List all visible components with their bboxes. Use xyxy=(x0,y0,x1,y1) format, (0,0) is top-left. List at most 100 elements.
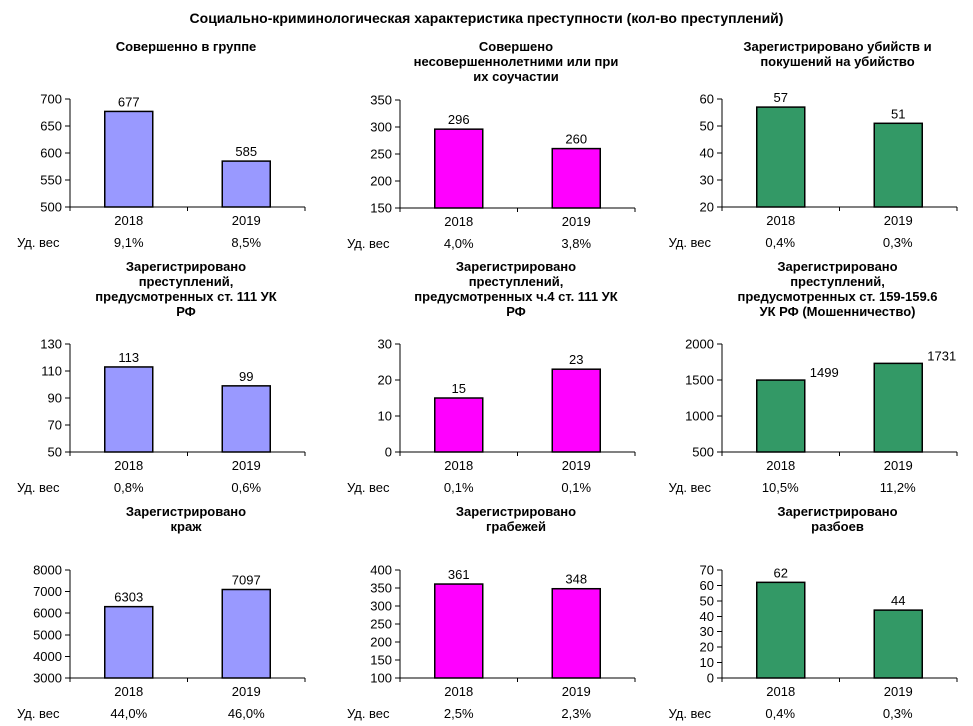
chart-title-line: Зарегистрировано убийств и xyxy=(743,39,932,54)
chart-cell-4: Зарегистрировано преступлений, предусмотре… xyxy=(0,255,330,500)
bar-2019 xyxy=(551,147,601,209)
chart-title: Зарегистрировано преступлений, предусмотре… xyxy=(0,255,330,319)
chart-title: Совершено несовершеннолетними или при их с… xyxy=(330,35,660,84)
ud-ves-value-2019: 46,0% xyxy=(227,706,265,721)
ud-ves-label: Уд. вес xyxy=(17,235,60,250)
y-tick-label: 30 xyxy=(699,624,713,639)
ud-ves-value-2018: 4,0% xyxy=(443,236,474,251)
y-tick-label: 300 xyxy=(370,599,392,614)
ud-ves-row: Уд. вес 4,0% 3,8% xyxy=(345,232,645,255)
ud-ves-value-2018: 9,1% xyxy=(113,235,144,250)
bar-2018 xyxy=(755,581,805,679)
ud-ves-label: Уд. вес xyxy=(17,480,60,495)
x-category-label: 2018 xyxy=(766,458,795,473)
bar-2019 xyxy=(221,588,271,679)
x-category-label: 2019 xyxy=(232,458,261,473)
ud-ves-row: Уд. вес 0,8% 0,6% xyxy=(15,476,315,500)
y-tick-label: 500 xyxy=(40,200,62,215)
ud-ves-value-2018: 10,5% xyxy=(761,480,799,495)
x-category-label: 2018 xyxy=(444,684,473,699)
bar-value-label: 113 xyxy=(118,350,139,365)
ud-ves-value-2019: 0,6% xyxy=(231,480,262,495)
ud-ves-value-2019: 8,5% xyxy=(231,235,262,250)
y-tick-label: 1500 xyxy=(685,373,714,388)
chart-title-line: Зарегистрировано xyxy=(777,259,898,274)
y-tick-label: 10 xyxy=(699,655,713,670)
bar-chart: 2000 1500 1000 500 1499 2018 1731 2019 xyxy=(685,337,957,473)
y-tick-label: 500 xyxy=(692,445,714,460)
ud-ves-value-2019: 11,2% xyxy=(879,480,916,495)
x-category-label: 2019 xyxy=(232,684,261,699)
x-category-label: 2018 xyxy=(766,213,795,228)
ud-ves-row: Уд. вес 10,5% 11,2% xyxy=(667,476,967,500)
chart-cell-2: Совершено несовершеннолетними или при их с… xyxy=(330,35,660,255)
bar-value-label: 62 xyxy=(773,565,787,580)
y-tick-label: 600 xyxy=(40,146,62,161)
bar-2018 xyxy=(104,366,154,453)
y-tick-label: 0 xyxy=(385,445,392,460)
x-category-label: 2019 xyxy=(883,458,912,473)
chart-title-line: преступлений, xyxy=(138,274,234,289)
chart-title-line: их соучастии xyxy=(473,69,559,84)
chart-title-line: грабежей xyxy=(486,519,546,534)
bar-value-label: 57 xyxy=(773,90,787,105)
ud-ves-label: Уд. вес xyxy=(17,706,60,721)
chart-title-line: несовершеннолетними или при xyxy=(413,54,619,69)
ud-ves-label: Уд. вес xyxy=(668,706,712,721)
bar-chart: 60 50 40 30 20 57 2018 51 2019 xyxy=(699,90,957,228)
y-tick-label: 550 xyxy=(40,173,62,188)
x-category-label: 2019 xyxy=(883,213,912,228)
bar-value-label: 44 xyxy=(891,593,905,608)
chart-title: Зарегистрировано преступлений, предусмотре… xyxy=(330,255,660,319)
page-title: Социально-криминологическая характеристи… xyxy=(189,9,784,26)
y-tick-label: 100 xyxy=(370,671,392,686)
bar-value-label: 1499 xyxy=(809,365,838,380)
chart-title-line: Зарегистрировано xyxy=(455,504,577,519)
bar-value-label: 99 xyxy=(239,369,253,384)
chart-title: Совершенно в группе xyxy=(0,35,330,54)
ud-ves-label: Уд. вес xyxy=(347,236,390,251)
y-tick-label: 50 xyxy=(699,593,713,608)
chart-title-line: предусмотренных ст. 159-159.6 xyxy=(737,289,938,304)
y-tick-label: 130 xyxy=(40,337,62,352)
ud-ves-value-2018: 0,4% xyxy=(765,706,796,721)
y-tick-label: 10 xyxy=(378,409,392,424)
bar-2019 xyxy=(873,362,923,453)
y-tick-label: 20 xyxy=(699,640,713,655)
x-category-label: 2018 xyxy=(444,458,473,473)
y-tick-label: 200 xyxy=(370,635,392,650)
bar-2019 xyxy=(873,122,923,208)
y-tick-label: 650 xyxy=(40,119,62,134)
ud-ves-value-2018: 0,1% xyxy=(443,480,474,495)
ud-ves-value-2019: 0,3% xyxy=(882,235,913,250)
ud-ves-row: Уд. вес 44,0% 46,0% xyxy=(15,702,315,726)
y-tick-label: 200 xyxy=(370,174,392,189)
bar-value-label: 23 xyxy=(569,352,583,367)
chart-cell-3: Зарегистрировано убийств и покушений на у… xyxy=(660,35,973,255)
x-category-label: 2018 xyxy=(114,684,143,699)
chart-title-line: преступлений, xyxy=(468,274,564,289)
bar-value-label: 260 xyxy=(565,132,587,147)
y-tick-label: 90 xyxy=(48,391,62,406)
ud-ves-value-2019: 0,1% xyxy=(561,480,592,495)
y-tick-label: 50 xyxy=(699,119,713,134)
ud-ves-value-2019: 3,8% xyxy=(561,236,592,251)
chart-title-line: покушений на убийство xyxy=(760,54,915,69)
ud-ves-value-2018: 2,5% xyxy=(443,706,474,721)
y-tick-label: 300 xyxy=(370,120,392,135)
ud-ves-value-2019: 2,3% xyxy=(561,706,592,721)
bar-chart: 8000 7000 6000 5000 4000 3000 6303 2018 7097 2019 xyxy=(33,563,306,699)
bar-value-label: 585 xyxy=(235,144,257,159)
ud-ves-row: Уд. вес 0,4% 0,3% xyxy=(667,702,967,726)
bar-value-label: 6303 xyxy=(114,590,143,605)
ud-ves-row: Уд. вес 0,4% 0,3% xyxy=(667,231,967,255)
bar-value-label: 1731 xyxy=(927,348,956,363)
ud-ves-value-2018: 0,8% xyxy=(113,480,144,495)
y-tick-label: 250 xyxy=(370,617,392,632)
chart-title-line: Совершенно в группе xyxy=(115,39,257,54)
x-category-label: 2018 xyxy=(766,684,795,699)
y-tick-label: 60 xyxy=(699,578,713,593)
y-tick-label: 3000 xyxy=(33,671,62,686)
bar-2019 xyxy=(873,609,923,679)
chart-title-line: РФ xyxy=(506,304,526,319)
